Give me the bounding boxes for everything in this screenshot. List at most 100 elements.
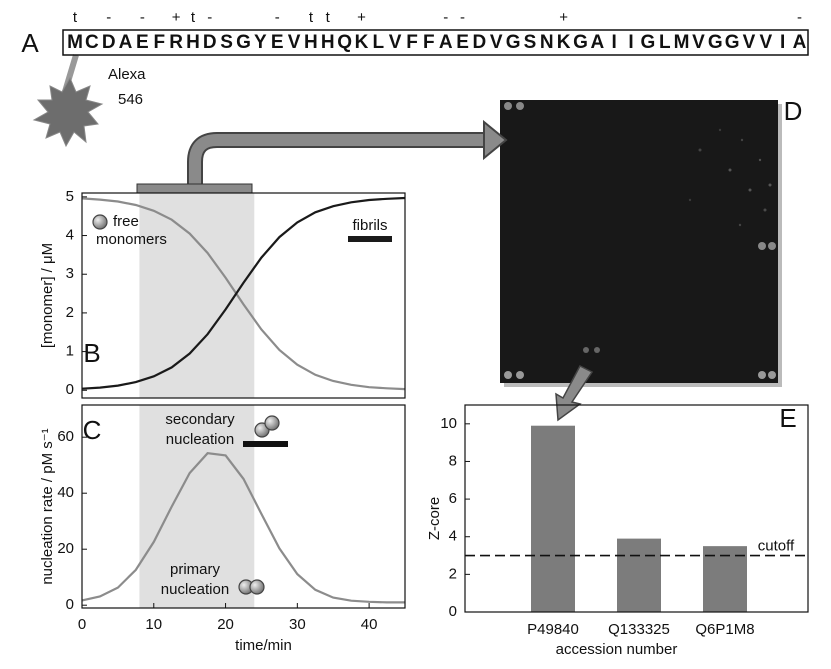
dye-label: Alexa <box>108 66 146 83</box>
y-tick-label: 4 <box>449 528 457 545</box>
residue: A <box>119 32 133 53</box>
dye-label: 546 <box>118 91 143 108</box>
annotation: primary nucleation <box>161 561 229 598</box>
x-tick-label: P49840 <box>527 621 579 638</box>
legend-label: fibrils <box>352 217 387 234</box>
charge-label: + <box>357 9 366 26</box>
residue: I <box>780 32 785 53</box>
legend-swatch <box>348 236 392 242</box>
residue: F <box>153 32 165 53</box>
residue: V <box>389 32 402 53</box>
charge-label: t <box>309 9 314 26</box>
arrow-outline <box>187 132 486 186</box>
bar <box>617 538 661 612</box>
residue: Y <box>254 32 267 53</box>
annotation-bar <box>243 441 288 447</box>
residue: D <box>102 32 116 53</box>
residue: E <box>136 32 149 53</box>
x-axis-label: accession number <box>556 641 678 658</box>
residue: M <box>674 32 690 53</box>
line <box>81 196 406 390</box>
y-tick-label: 6 <box>449 490 457 507</box>
panel-label: B <box>83 338 100 368</box>
y-axis-label: [monomer] / μM <box>39 243 56 348</box>
y-tick-label: 0 <box>66 381 74 398</box>
residue: D <box>203 32 217 53</box>
residue: H <box>186 32 200 53</box>
charge-label: t <box>73 9 78 26</box>
residue: G <box>725 32 740 53</box>
charge-label: - <box>797 9 802 26</box>
charge-label: - <box>275 9 280 26</box>
charge-label: - <box>207 9 212 26</box>
spots <box>504 102 776 379</box>
line <box>81 197 406 391</box>
residue: L <box>659 32 671 53</box>
panel-label: C <box>83 415 102 445</box>
residue: M <box>67 32 83 53</box>
molecule-icon <box>264 415 280 431</box>
x-tick-label: 40 <box>361 616 378 633</box>
y-tick-label: 0 <box>449 603 457 620</box>
residue: K <box>355 32 369 53</box>
y-tick-label: 8 <box>449 452 457 469</box>
residue: S <box>220 32 233 53</box>
residue: C <box>85 32 99 53</box>
bar <box>703 546 747 612</box>
charge-label: + <box>559 9 568 26</box>
y-tick-label: 40 <box>57 484 74 501</box>
residue: I <box>628 32 633 53</box>
panel-label: E <box>779 403 796 433</box>
residue: H <box>304 32 318 53</box>
charge-label: t <box>191 9 196 26</box>
molecule-icon <box>249 579 265 595</box>
charge-label: - <box>460 9 465 26</box>
y-axis-label: Z-core <box>426 497 443 540</box>
x-tick-label: 0 <box>78 616 86 633</box>
shaded-range <box>139 405 255 608</box>
residue: V <box>760 32 773 53</box>
charge-label: t <box>326 9 331 26</box>
plot-frame <box>81 404 406 609</box>
residue: G <box>573 32 588 53</box>
y-tick-label: 1 <box>66 343 74 360</box>
y-axis-label: nucleation rate / pM s⁻¹ <box>39 428 56 584</box>
charge-label: + <box>172 9 181 26</box>
legend-label: free monomers <box>96 213 167 248</box>
residue: G <box>506 32 521 53</box>
line <box>81 452 405 604</box>
y-tick-label: 5 <box>66 188 74 205</box>
residue: D <box>473 32 487 53</box>
residue: V <box>288 32 301 53</box>
x-tick-label: Q6P1M8 <box>695 621 754 638</box>
residue: A <box>590 32 604 53</box>
y-tick-label: 2 <box>66 304 74 321</box>
x-axis-label: time/min <box>235 637 292 654</box>
plot-frame <box>81 192 406 399</box>
residue: A <box>439 32 453 53</box>
residue: Q <box>337 32 352 53</box>
y-tick-label: 4 <box>66 227 74 244</box>
y-tick-label: 60 <box>57 428 74 445</box>
x-tick-label: Q133325 <box>608 621 670 638</box>
residue: E <box>456 32 469 53</box>
panel-label: A <box>21 28 39 58</box>
bar <box>531 425 575 612</box>
y-tick-label: 2 <box>449 565 457 582</box>
charge-label: - <box>443 9 448 26</box>
charge-label: - <box>140 9 145 26</box>
y-tick-label: 20 <box>57 540 74 557</box>
residue: G <box>641 32 656 53</box>
residue: V <box>743 32 756 53</box>
charge-label: - <box>106 9 111 26</box>
residue: H <box>321 32 335 53</box>
residue: R <box>169 32 183 53</box>
arrow-head <box>483 119 508 161</box>
plot-frame <box>464 404 809 613</box>
residue: A <box>793 32 807 53</box>
molecule-icon <box>92 214 108 230</box>
y-tick-label: 3 <box>66 265 74 282</box>
residue: G <box>708 32 723 53</box>
x-tick-label: 20 <box>217 616 234 633</box>
